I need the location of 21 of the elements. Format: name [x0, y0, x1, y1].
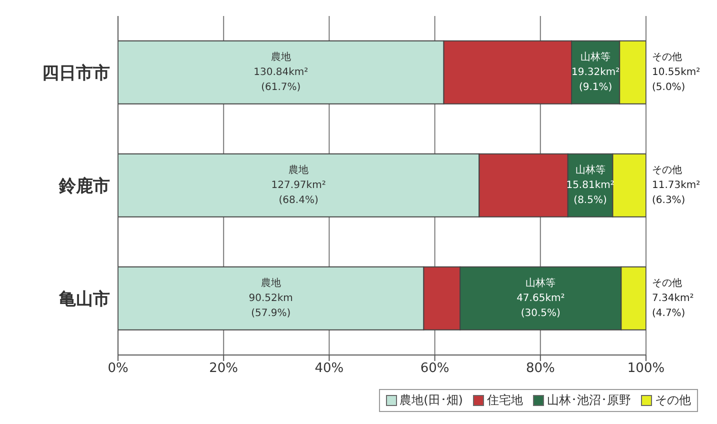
legend-label: 山林･池沼･原野	[546, 392, 631, 409]
data-label: 農地 90.52km (57.9%)	[248, 277, 293, 320]
data-label: 山林等 19.32km² (9.1%)	[571, 51, 620, 94]
legend-label: その他	[654, 392, 691, 409]
x-tick-label: 60%	[420, 361, 450, 376]
y-tick-label: 亀山市	[58, 290, 110, 310]
data-label: 農地 130.84km² (61.7%)	[254, 51, 308, 94]
legend-label: 農地(田･畑)	[398, 392, 463, 409]
data-label: その他 7.34km² (4.7%)	[652, 277, 694, 320]
x-tick-label: 80%	[526, 361, 555, 376]
data-label: その他 11.73km² (6.3%)	[652, 164, 700, 206]
legend-label: 住宅地	[486, 392, 523, 409]
x-tick-label: 20%	[209, 361, 238, 376]
y-tick-label: 鈴鹿市	[58, 176, 110, 197]
data-label: 山林等 47.65km² (30.5%)	[516, 277, 565, 320]
x-tick-label: 100%	[627, 361, 665, 376]
x-tick-label: 0%	[108, 361, 128, 376]
x-tick-label: 40%	[314, 361, 344, 376]
y-tick-label: 四日市市	[42, 64, 110, 84]
data-label: その他 10.55km² (5.0%)	[652, 51, 700, 94]
data-label: 農地 127.97km² (68.4%)	[271, 164, 326, 206]
